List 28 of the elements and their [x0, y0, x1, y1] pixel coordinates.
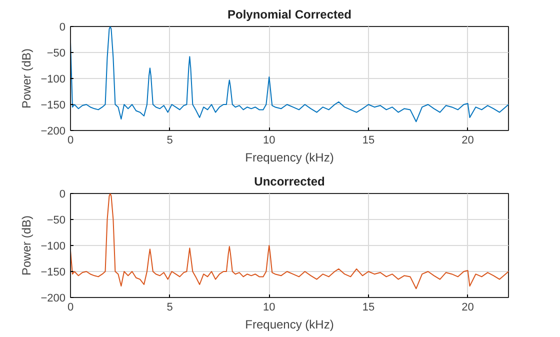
y-tick-label: −150 — [40, 266, 66, 278]
x-tick-label: 5 — [166, 302, 173, 314]
x-tick-label: 15 — [362, 134, 375, 146]
y-axis-title: Power (dB) — [20, 215, 34, 276]
x-tick-label: 20 — [462, 134, 474, 146]
y-tick-label: 0 — [59, 188, 66, 200]
y-tick-label: −100 — [40, 74, 66, 86]
x-tick-label: 0 — [67, 134, 74, 146]
y-tick-label: −50 — [46, 214, 66, 226]
y-tick-label: −100 — [40, 240, 66, 252]
y-tick-label: 0 — [59, 22, 66, 34]
x-tick-label: 20 — [462, 302, 474, 314]
y-tick-label: −50 — [46, 48, 66, 60]
line-series — [70, 194, 508, 290]
x-axis-title: Frequency (kHz) — [245, 150, 334, 164]
x-tick-label: 5 — [166, 134, 173, 146]
y-axis-title: Power (dB) — [20, 48, 34, 109]
line-series — [70, 26, 508, 122]
y-tick-label: −150 — [40, 100, 66, 112]
x-tick-label: 0 — [67, 302, 74, 314]
y-tick-label: −200 — [40, 126, 66, 138]
x-tick-label: 10 — [263, 134, 276, 146]
y-tick-label: −200 — [40, 292, 66, 304]
x-tick-label: 10 — [263, 302, 276, 314]
chart-title: Polynomial Corrected — [227, 8, 352, 22]
x-tick-label: 15 — [362, 302, 375, 314]
x-axis-title: Frequency (kHz) — [245, 318, 334, 332]
chart-title: Uncorrected — [254, 174, 325, 188]
